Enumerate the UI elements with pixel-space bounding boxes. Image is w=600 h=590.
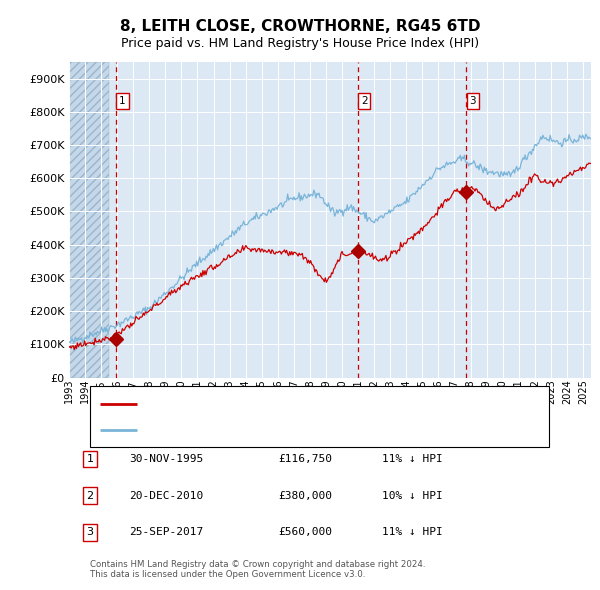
Text: 1: 1 xyxy=(86,454,94,464)
Bar xyxy=(69,62,109,378)
Text: £380,000: £380,000 xyxy=(278,491,332,501)
Text: 25-SEP-2017: 25-SEP-2017 xyxy=(129,527,203,537)
Text: 10% ↓ HPI: 10% ↓ HPI xyxy=(382,491,443,501)
Text: 2: 2 xyxy=(86,491,94,501)
Text: 3: 3 xyxy=(470,96,476,106)
Text: 8, LEITH CLOSE, CROWTHORNE, RG45 6TD: 8, LEITH CLOSE, CROWTHORNE, RG45 6TD xyxy=(120,19,480,34)
Text: Contains HM Land Registry data © Crown copyright and database right 2024.
This d: Contains HM Land Registry data © Crown c… xyxy=(90,560,425,579)
Text: Price paid vs. HM Land Registry's House Price Index (HPI): Price paid vs. HM Land Registry's House … xyxy=(121,37,479,50)
Text: 11% ↓ HPI: 11% ↓ HPI xyxy=(382,527,443,537)
Text: 8, LEITH CLOSE, CROWTHORNE, RG45 6TD (detached house): 8, LEITH CLOSE, CROWTHORNE, RG45 6TD (de… xyxy=(148,399,464,409)
Text: 2: 2 xyxy=(361,96,367,106)
FancyBboxPatch shape xyxy=(90,386,549,447)
Text: 3: 3 xyxy=(86,527,94,537)
Text: 20-DEC-2010: 20-DEC-2010 xyxy=(129,491,203,501)
Text: 11% ↓ HPI: 11% ↓ HPI xyxy=(382,454,443,464)
Text: 1: 1 xyxy=(119,96,125,106)
Text: HPI: Average price, detached house, Wokingham: HPI: Average price, detached house, Woki… xyxy=(148,425,401,435)
Text: 30-NOV-1995: 30-NOV-1995 xyxy=(129,454,203,464)
Text: £560,000: £560,000 xyxy=(278,527,332,537)
Text: £116,750: £116,750 xyxy=(278,454,332,464)
